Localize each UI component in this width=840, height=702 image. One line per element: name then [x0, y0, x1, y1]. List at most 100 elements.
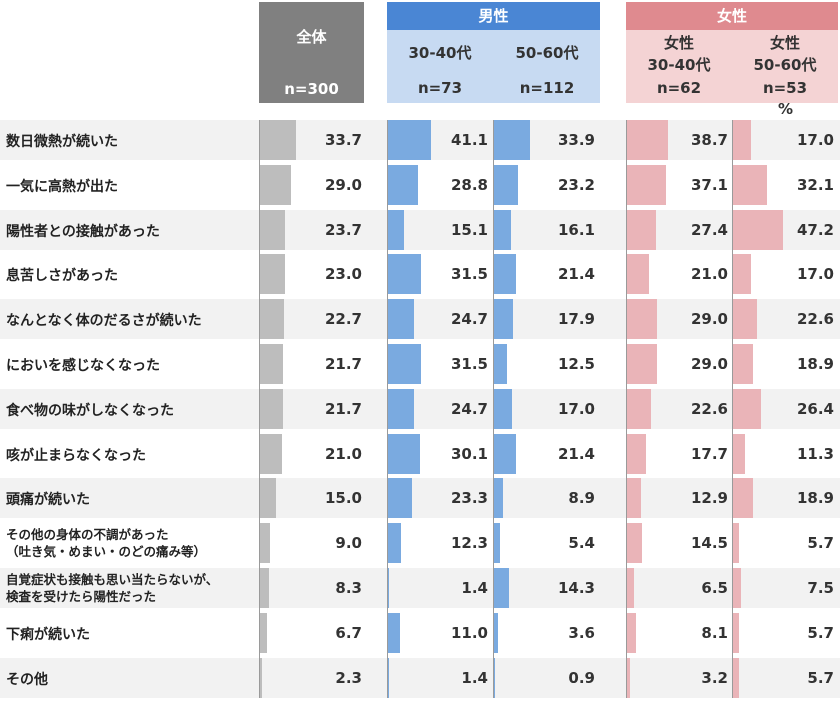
bar [260, 523, 270, 564]
bar [494, 254, 517, 295]
value-label: 23.2 [557, 175, 595, 194]
bar [627, 164, 666, 205]
bar [260, 568, 269, 608]
bar [494, 478, 504, 519]
value-label: 8.1 [701, 623, 728, 642]
bar [733, 433, 745, 474]
value-label: 0.9 [568, 668, 595, 687]
value-label: 17.0 [796, 265, 834, 284]
value-label: 14.5 [690, 534, 728, 553]
category-label-line: 下痢が続いた [6, 626, 90, 643]
category-label-line: なんとなく体のだるさが続いた [6, 313, 202, 330]
category-label: 自覚症状も接触も思い当たらないが、 検査を受けたら陽性だった [6, 571, 218, 605]
bar [494, 344, 508, 384]
bar [733, 254, 751, 295]
bar [260, 164, 292, 205]
category-label: 頭痛が続いた [6, 489, 90, 509]
row-stripe [0, 657, 840, 698]
value-label: 47.2 [796, 220, 834, 239]
bar [388, 478, 413, 519]
female-50-60-n: n=53 [762, 79, 808, 97]
category-label-line: 食べ物の味がしなくなった [6, 402, 174, 419]
category-label: その他 [6, 669, 48, 689]
bar [627, 254, 650, 295]
value-label: 17.0 [557, 399, 595, 418]
bar [260, 254, 285, 295]
bar [627, 523, 643, 564]
bar [388, 568, 390, 608]
value-label: 12.9 [690, 489, 728, 508]
bar [494, 433, 517, 474]
bar [733, 164, 767, 205]
bar [260, 209, 286, 250]
category-label: なんとなく体のだるさが続いた [6, 310, 202, 330]
value-label: 8.9 [568, 489, 595, 508]
value-label: 22.6 [796, 310, 834, 329]
axis-line [493, 120, 494, 698]
female-30-40-n: n=62 [656, 79, 702, 97]
bar [494, 568, 509, 608]
female-50-60-age: 50-60代 [753, 56, 817, 74]
category-label-line: 陽性者との接触があった [6, 223, 160, 240]
bar [388, 254, 422, 295]
bar [733, 523, 739, 564]
female-header: 女性 [626, 2, 838, 30]
value-label: 11.0 [450, 623, 488, 642]
value-label: 31.5 [450, 355, 488, 373]
male-header-label: 男性 [478, 7, 509, 25]
value-label: 22.7 [324, 310, 362, 329]
bar [260, 299, 285, 340]
male-subheader: 30-40代 n=73 50-60代 n=112 [387, 30, 600, 103]
value-label: 17.9 [557, 310, 595, 329]
bar [627, 612, 636, 653]
bar [494, 299, 513, 340]
value-label: 37.1 [690, 175, 728, 194]
value-label: 33.7 [324, 131, 362, 149]
value-label: 29.0 [690, 355, 728, 373]
category-label: 下痢が続いた [6, 624, 90, 644]
bar [627, 478, 641, 519]
male-header: 男性 [387, 2, 600, 30]
bar [733, 120, 751, 160]
value-label: 24.7 [450, 310, 488, 329]
category-label: 息苦しさがあった [6, 265, 118, 285]
value-label: 22.6 [690, 399, 728, 418]
bar [388, 388, 414, 429]
category-label-line: 咳が止まらなくなった [6, 447, 146, 464]
row-stripe [0, 478, 840, 519]
bar [388, 344, 422, 384]
bar [260, 612, 268, 653]
value-label: 30.1 [450, 444, 488, 463]
bar [388, 164, 419, 205]
value-label: 26.4 [796, 399, 834, 418]
value-label: 24.7 [450, 399, 488, 418]
value-label: 21.0 [324, 444, 362, 463]
value-label: 17.0 [796, 131, 834, 149]
female-50-60-group: 女性 [769, 34, 800, 52]
bar [388, 523, 401, 564]
value-label: 1.4 [461, 579, 488, 597]
male-50-60-n: n=112 [519, 79, 575, 97]
bar [494, 657, 495, 698]
category-label-line: においを感じなくなった [6, 358, 160, 374]
female-30-40-group: 女性 [663, 34, 694, 52]
bar [627, 344, 658, 384]
category-label: においを感じなくなった [6, 355, 160, 375]
bar [627, 388, 651, 429]
bar [388, 657, 390, 698]
bar [494, 612, 498, 653]
category-label: その他の身体の不調があった （吐き気・めまい・のどの痛み等） [6, 526, 206, 560]
axis-line [626, 120, 627, 698]
bar [733, 344, 753, 384]
value-label: 21.0 [690, 265, 728, 284]
bar [388, 209, 404, 250]
value-label: 6.7 [335, 623, 362, 642]
bar [388, 299, 414, 340]
value-label: 3.2 [701, 668, 728, 687]
value-label: 7.5 [807, 579, 834, 597]
row-stripe [0, 299, 840, 340]
category-label: 食べ物の味がしなくなった [6, 400, 174, 420]
bar [494, 164, 519, 205]
value-label: 6.5 [701, 579, 728, 597]
bar [627, 568, 634, 608]
